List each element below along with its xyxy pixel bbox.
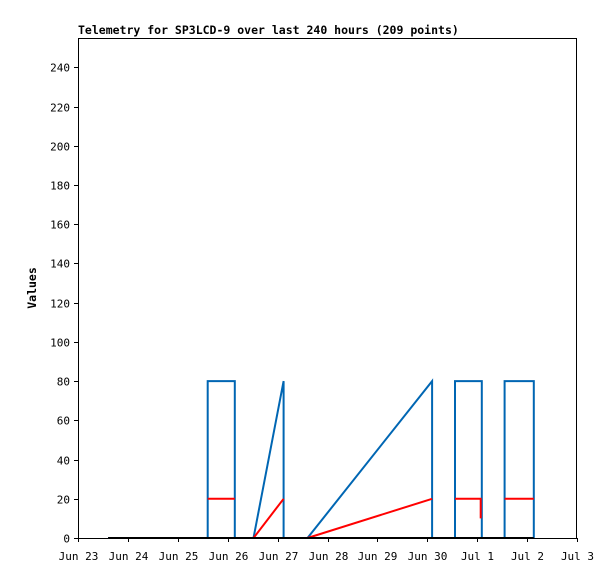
x-tick-label: Jul 1 [461, 550, 494, 563]
x-axis: Jun 23 Jun 24 Jun 25 Jun 26 Jun 27 Jun 28 Jun … [59, 538, 594, 563]
x-tick-label: Jun 29 [358, 550, 398, 563]
x-tick-label: Jun 25 [159, 550, 199, 563]
y-tick-label: 20 [57, 494, 70, 507]
y-axis: 0 20 40 60 80 100 120 140 160 180 200 220 240 [50, 62, 78, 546]
x-tick-label: Jul 2 [511, 550, 544, 563]
chart-title: Telemetry for SP3LCD-9 over last 240 hou… [78, 23, 459, 37]
x-tick-label: Jun 27 [259, 550, 299, 563]
y-tick-label: 60 [57, 415, 70, 428]
y-tick-label: 140 [50, 258, 70, 271]
series-line-4 [307, 497, 433, 539]
y-tick-label: 240 [50, 62, 70, 75]
y-tick-label: 80 [57, 376, 70, 389]
x-tick-label: Jun 30 [408, 550, 448, 563]
x-tick-label: Jun 23 [59, 550, 99, 563]
y-tick-label: 200 [50, 141, 70, 154]
x-tick-label: Jun 24 [109, 550, 149, 563]
y-tick-label: 180 [50, 180, 70, 193]
y-tick-label: 160 [50, 219, 70, 232]
y-axis-title: Values [25, 267, 39, 309]
y-tick-label: 120 [50, 298, 70, 311]
y-tick-label: 40 [57, 455, 70, 468]
series-line-5 [455, 497, 482, 519]
x-tick-label: Jun 26 [209, 550, 249, 563]
plot-area-frame [78, 38, 577, 539]
series-layer [108, 378, 535, 539]
y-tick-label: 220 [50, 102, 70, 115]
y-tick-label: 0 [63, 533, 70, 546]
series-line-3 [252, 498, 285, 539]
x-tick-label: Jun 28 [309, 550, 349, 563]
series-line-1 [108, 378, 535, 539]
y-tick-label: 100 [50, 337, 70, 350]
x-tick-label: Jul 3 [561, 550, 594, 563]
